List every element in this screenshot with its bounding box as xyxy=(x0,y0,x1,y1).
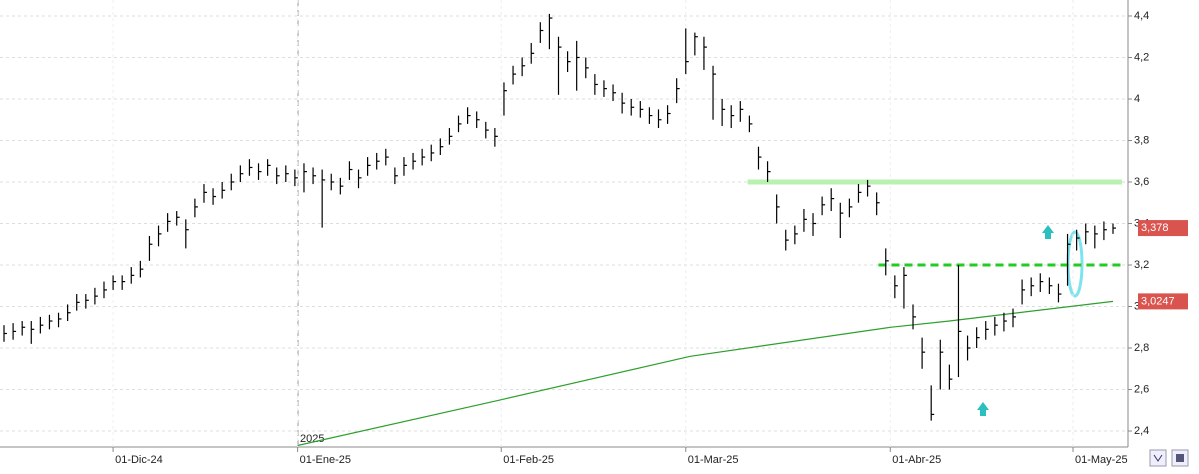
price-label: 3,378 xyxy=(1141,222,1169,234)
moving-average xyxy=(297,300,1114,447)
up-arrow xyxy=(1042,225,1054,239)
x-tick-label: 01-Dic-24 xyxy=(115,454,163,466)
y-tick-label: 2,6 xyxy=(1134,383,1149,395)
y-tick-label: 4,2 xyxy=(1134,51,1149,63)
x-tick-label: 01-Abr-25 xyxy=(892,454,941,466)
y-tick-label: 4,4 xyxy=(1134,10,1149,22)
price-label-box xyxy=(1138,220,1188,237)
y-tick-label: 3 xyxy=(1134,300,1140,312)
y-tick-label: 2,8 xyxy=(1134,342,1149,354)
up-arrow xyxy=(977,402,989,416)
x-tick-label: 01-Feb-25 xyxy=(503,454,554,466)
price-label-box xyxy=(1138,293,1188,310)
year-annotation: 2025 xyxy=(300,433,324,445)
y-tick-label: 3,6 xyxy=(1134,176,1149,188)
save-icon xyxy=(1176,454,1184,462)
price-label: 3,0247 xyxy=(1141,295,1175,307)
x-tick-label: 01-May-25 xyxy=(1075,454,1128,466)
x-tick-label: 01-Ene-25 xyxy=(300,454,351,466)
y-tick-label: 3,2 xyxy=(1134,259,1149,271)
y-tick-label: 2,4 xyxy=(1134,425,1149,437)
y-tick-label: 4 xyxy=(1134,93,1140,105)
scroll-icon xyxy=(1153,454,1163,462)
y-tick-label: 3,8 xyxy=(1134,134,1149,146)
x-tick-label: 01-Mar-25 xyxy=(688,454,739,466)
scroll-button[interactable] xyxy=(1149,449,1167,467)
